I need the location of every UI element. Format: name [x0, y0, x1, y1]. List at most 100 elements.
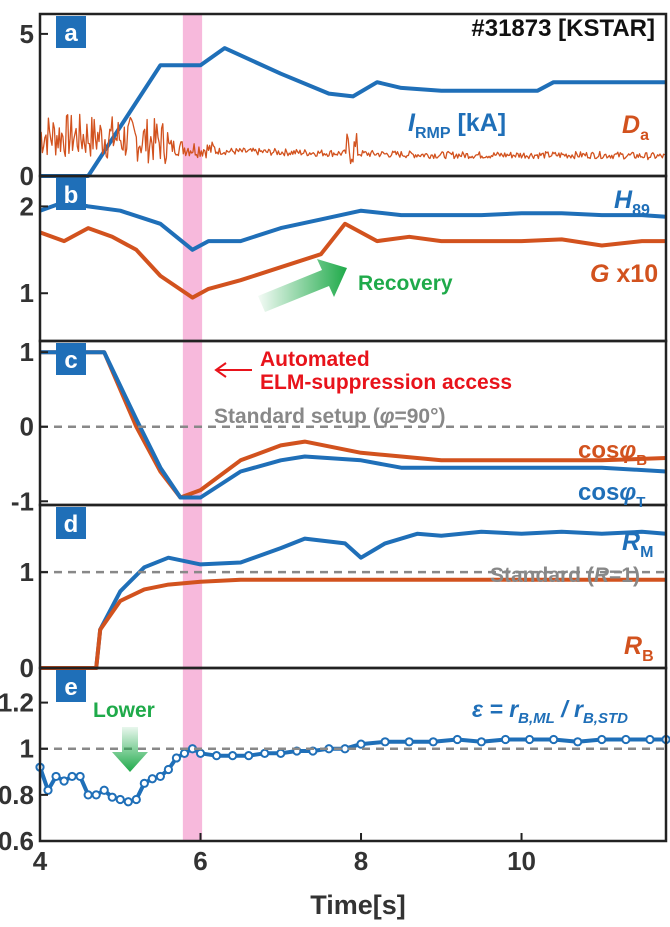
data-point [645, 734, 655, 745]
panel-badge-a: a [56, 16, 86, 48]
y-tick-label: -1 [11, 486, 34, 516]
data-point [51, 771, 61, 782]
data-point [123, 797, 133, 807]
data-point [404, 737, 414, 747]
series-line-b-1 [39, 221, 666, 300]
series-line-d-0 [40, 529, 667, 670]
series-label-irmp: IRMP [kA] [408, 109, 506, 142]
panel-badge-d: d [56, 507, 86, 539]
automated-arrow [214, 362, 252, 378]
recovery-arrow [258, 259, 347, 312]
series-line-c-0 [40, 350, 667, 500]
series-line-b-0 [39, 200, 667, 252]
data-point [356, 739, 366, 749]
data-point [131, 794, 141, 805]
y-tick-label: 0 [20, 653, 34, 683]
series-line-d-1 [40, 577, 666, 670]
svg-text:a: a [64, 20, 78, 47]
data-point [380, 737, 390, 747]
svg-text:c: c [64, 347, 77, 374]
panel-badges: a b c d e [56, 16, 86, 702]
series-label-cosphib: cosφB [578, 437, 647, 469]
data-point [83, 790, 93, 800]
standard-r-label: Standard (R=1) [490, 564, 640, 587]
data-point [163, 764, 174, 775]
data-point [500, 734, 511, 745]
data-point [573, 737, 583, 747]
y-tick-label: 5 [20, 19, 34, 49]
data-point [67, 771, 77, 782]
series-label-rb: RB [624, 632, 654, 665]
series-label-cosphit: cosφT [578, 479, 645, 511]
data-point [171, 753, 182, 763]
series-label-da: Da [622, 111, 649, 144]
y-tick-label: 1 [20, 337, 34, 367]
x-tick-label: 8 [354, 846, 368, 876]
series-line-c-1 [40, 350, 667, 500]
series-label-epsilon: ε = rB,ML / rB,STD [472, 696, 628, 727]
svg-text:b: b [64, 182, 79, 209]
x-tick-label: 4 [33, 846, 48, 876]
data-point [195, 748, 206, 758]
lower-arrow [112, 727, 148, 772]
series-line-a-1 [39, 113, 667, 165]
data-point [428, 737, 438, 747]
chart-title: #31873 [KSTAR] [471, 15, 655, 42]
svg-text:d: d [64, 511, 79, 538]
y-tick-label: 1.2 [0, 688, 34, 718]
automated-label-line2: ELM-suppression access [260, 371, 512, 394]
panel-frame-e [38, 666, 668, 843]
data-point [43, 785, 53, 795]
y-tick-label: 0.8 [0, 780, 34, 810]
data-point [244, 751, 254, 761]
series-label-h89: H89 [614, 186, 650, 219]
data-point [340, 744, 350, 754]
panel-frames [38, 12, 668, 843]
y-tick-label: 1 [20, 734, 34, 764]
data-point [99, 785, 109, 795]
reference-lines [40, 425, 666, 750]
y-tick-label: 0 [20, 412, 34, 442]
standard-setup-label: Standard setup (φ=90°) [214, 405, 445, 428]
data-point [597, 734, 607, 745]
data-point [115, 794, 125, 805]
data-point [524, 734, 535, 745]
automated-label-line1: Automated [260, 348, 370, 371]
data-point [107, 792, 117, 802]
panel-frame-b [38, 174, 668, 343]
recovery-label: Recovery [358, 272, 453, 295]
series-label-rm: RM [622, 528, 653, 561]
data-point [139, 778, 149, 788]
data-point [276, 748, 286, 758]
data-point [452, 734, 462, 745]
panel-badge-b: b [56, 178, 86, 210]
data-point [91, 790, 101, 800]
series-layer [35, 46, 670, 807]
lower-label: Lower [93, 699, 155, 722]
y-tick-label: 0 [20, 161, 34, 191]
panel-badge-c: c [56, 343, 86, 375]
data-point [179, 748, 190, 758]
y-tick-label: 2 [20, 191, 34, 221]
highlight-band [182, 14, 203, 841]
data-point [75, 771, 85, 782]
data-point [155, 771, 165, 782]
svg-text:e: e [64, 674, 77, 701]
data-point [549, 734, 559, 745]
y-tick-label: 0.6 [0, 826, 34, 856]
data-point [621, 734, 631, 745]
data-point [59, 776, 69, 786]
panel-badge-e: e [56, 670, 86, 702]
y-tick-label: 1 [20, 278, 34, 308]
x-tick-label: 6 [193, 846, 207, 876]
data-point [260, 748, 270, 758]
data-point [228, 751, 238, 761]
series-label-g: G x10 [590, 260, 658, 288]
data-point [147, 774, 157, 784]
data-point [211, 751, 222, 761]
data-point [476, 737, 487, 747]
x-tick-label: 10 [507, 846, 536, 876]
x-axis-title: Time[s] [310, 890, 406, 920]
